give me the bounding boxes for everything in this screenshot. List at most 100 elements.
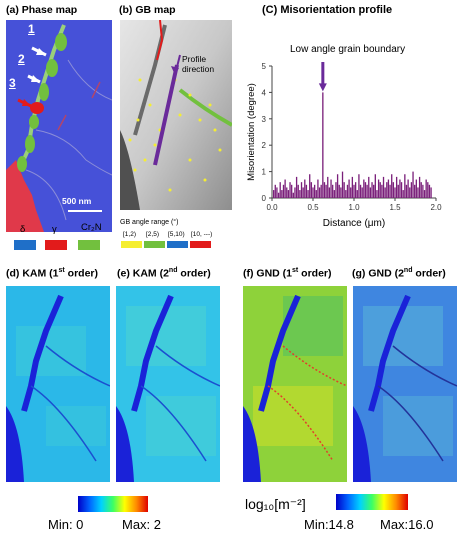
gb-legend-range4-label: [10, ---)	[191, 231, 213, 238]
gb-legend-range2-swatch	[144, 241, 165, 248]
chart-bar	[374, 174, 376, 198]
kam-1st-order-map	[6, 286, 110, 482]
chart-bar	[410, 182, 413, 198]
gb-legend-range3-label: [5,10)	[168, 231, 185, 238]
chart-bar	[294, 187, 296, 198]
chart-bar	[384, 187, 386, 198]
x-tick-label: 1.5	[389, 203, 401, 212]
chart-bar	[428, 184, 431, 198]
panel-g-title: (g) GND (2nd order)	[352, 267, 446, 280]
chart-bar	[412, 171, 414, 198]
gnd-2nd-order-map	[353, 286, 457, 482]
chart-bar	[376, 190, 378, 198]
x-tick-label: 2.0	[430, 203, 442, 212]
chart-bar	[351, 176, 354, 198]
chart-bar	[343, 182, 345, 198]
gnd-colorbar-min-label: Min:14.8	[304, 517, 354, 532]
gnd-colorbar-unit-label: log₁₀[m⁻²]	[245, 496, 306, 512]
chart-bar	[320, 184, 322, 198]
chart-bar	[345, 190, 347, 198]
chart-bar	[281, 190, 283, 198]
chart-bar	[289, 182, 291, 198]
panel-a-title: (a) Phase map	[6, 4, 78, 16]
chart-bar	[336, 174, 339, 198]
annotation-arrowhead-icon	[318, 83, 327, 92]
chart-bar	[415, 179, 417, 198]
gb-legend-title: GB angle range (°)	[120, 219, 179, 226]
chart-bar	[359, 184, 362, 198]
profile-direction-label: Profile direction	[182, 54, 215, 74]
chart-bar	[402, 190, 404, 198]
chart-bar	[318, 187, 321, 198]
chart-bar	[330, 179, 332, 198]
chart-bar	[386, 182, 388, 198]
chart-bar	[377, 179, 380, 198]
chart-bar	[312, 187, 314, 198]
y-tick-label: 1	[262, 168, 267, 177]
chart-bar	[395, 176, 398, 198]
chart-bar	[286, 187, 288, 198]
chart-bar	[325, 184, 327, 198]
gnd-1st-order-map	[243, 286, 347, 482]
chart-bar	[309, 174, 311, 198]
chart-bar	[333, 190, 335, 198]
panel-d-title: (d) KAM (1st order)	[6, 267, 98, 280]
gb-legend-range2-label: [2,5)	[146, 231, 160, 238]
gb-legend-range1-label: [1,2)	[123, 231, 137, 238]
phase-legend-delta-swatch	[14, 240, 36, 250]
chart-bar	[394, 187, 396, 198]
chart-bar	[381, 184, 383, 198]
panel-e-title: (e) KAM (2nd order)	[117, 267, 211, 280]
chart-bar	[371, 182, 373, 198]
y-tick-label: 2	[262, 141, 267, 150]
kam-colorbar-max-label: Max: 2	[122, 517, 162, 532]
chart-bar	[414, 184, 416, 198]
chart-bar	[369, 187, 372, 198]
chart-bar	[340, 187, 342, 198]
chart-bar	[322, 92, 324, 198]
chart-bar	[389, 184, 391, 198]
chart-bar	[430, 187, 432, 198]
gb-legend-range4-swatch	[190, 241, 211, 248]
chart-bar	[391, 174, 393, 198]
chart-bar	[382, 176, 385, 198]
chart-bar	[409, 187, 411, 198]
chart-bar	[425, 179, 427, 198]
chart-bar	[305, 184, 308, 198]
chart-bar	[287, 190, 290, 198]
chart-bar	[284, 179, 286, 198]
chart-bar	[346, 184, 349, 198]
chart-bar	[310, 182, 313, 198]
y-tick-label: 3	[262, 115, 267, 124]
chart-bar	[420, 182, 422, 198]
kam-colorbar	[78, 496, 148, 512]
gb-map: Profile direction	[120, 20, 232, 210]
chart-bar	[276, 187, 278, 198]
chart-bar	[307, 190, 309, 198]
chart-bar	[297, 184, 299, 198]
gnd-colorbar-max-label: Max:16.0	[380, 517, 434, 532]
chart-bar	[277, 192, 280, 198]
chart-bar	[274, 184, 276, 198]
y-axis-label: Misorientation (degree)	[246, 83, 257, 181]
chart-bar	[341, 171, 344, 198]
x-tick-label: 0.5	[307, 203, 319, 212]
chart-bar	[392, 182, 395, 198]
kam-colorbar-min-label: Min: 0	[48, 517, 84, 532]
marker-1: 1	[28, 22, 35, 36]
chart-bar	[368, 176, 370, 198]
y-tick-label: 5	[262, 62, 267, 71]
gnd-colorbar	[336, 494, 408, 510]
y-tick-label: 0	[262, 194, 267, 203]
chart-bar	[397, 184, 399, 198]
chart-bar	[361, 187, 363, 198]
phase-map: 1 2 3 500 nm	[6, 20, 112, 232]
phase-legend-gamma-label: γ	[52, 224, 57, 235]
chart-bar	[350, 187, 352, 198]
phase-legend-gamma-swatch	[45, 240, 67, 250]
chart-bar	[422, 184, 424, 198]
x-axis-label: Distance (μm)	[323, 218, 385, 229]
chart-bar	[302, 187, 304, 198]
x-tick-label: 0.0	[266, 203, 278, 212]
chart-bar	[323, 182, 326, 198]
